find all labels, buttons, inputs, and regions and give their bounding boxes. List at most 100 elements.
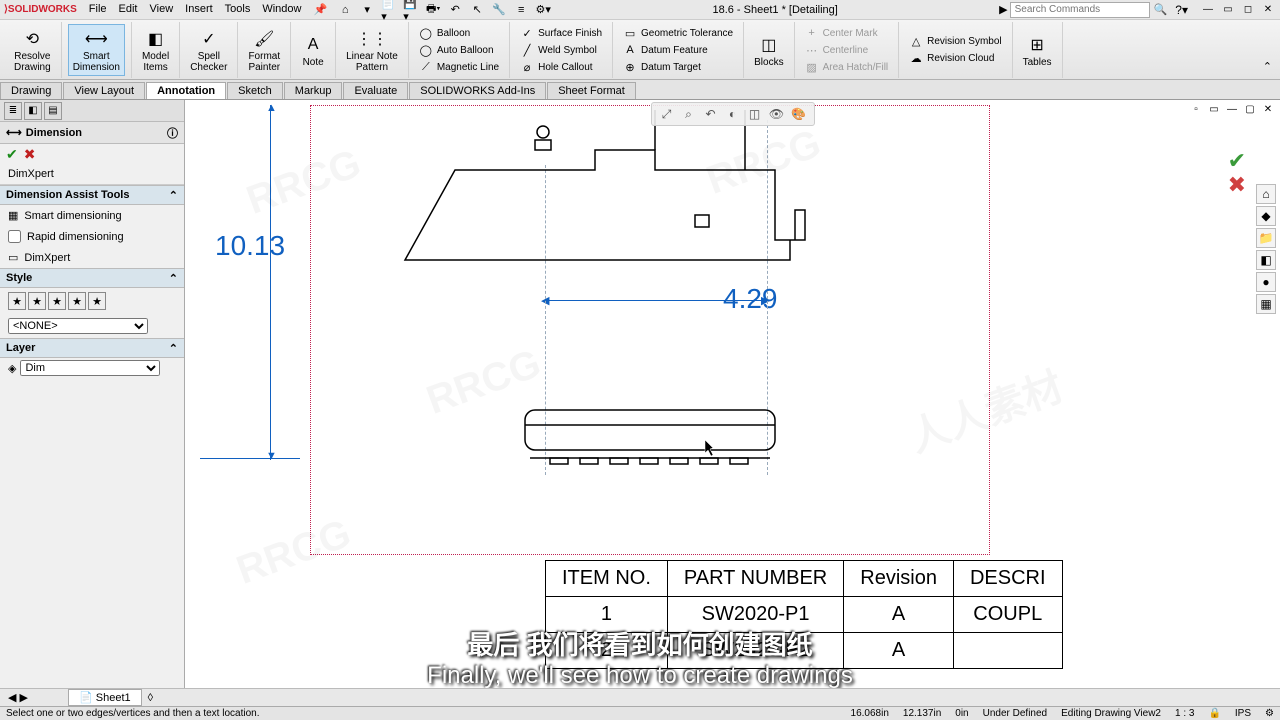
smart-dim-option[interactable]: ▦ Smart dimensioning [0, 205, 184, 226]
status-lock-icon[interactable]: 🔒 [1208, 708, 1220, 719]
zoom-fit-icon[interactable]: ⤢ [658, 105, 676, 123]
balloon-button[interactable]: ◯Balloon [415, 25, 503, 41]
appearance-icon[interactable]: 🎨 [790, 105, 808, 123]
options-icon[interactable]: ≡ [513, 2, 529, 18]
revision-cloud-button[interactable]: ☁Revision Cloud [905, 51, 1005, 67]
sub-min-button[interactable]: ▫ [1188, 102, 1204, 116]
gear-icon[interactable]: ⚙▾ [535, 2, 551, 18]
tables-button[interactable]: ⊞ Tables [1019, 31, 1056, 70]
prev-view-icon[interactable]: ↶ [702, 105, 720, 123]
sub-close-button[interactable]: ▢ [1242, 102, 1258, 116]
pm-ok-button[interactable]: ✔ [6, 146, 18, 163]
pm-cancel-button[interactable]: ✖ [24, 146, 36, 163]
taskpane-custom-icon[interactable]: ▦ [1256, 294, 1276, 314]
weld-symbol-button[interactable]: ╱Weld Symbol [516, 42, 606, 58]
style-select[interactable]: <NONE> [8, 318, 148, 334]
status-gear-icon[interactable]: ⚙ [1265, 708, 1274, 719]
section-icon[interactable]: ◐ [724, 105, 742, 123]
taskpane-appearance-icon[interactable]: ● [1256, 272, 1276, 292]
menu-edit[interactable]: Edit [119, 3, 138, 16]
add-sheet-icon[interactable]: ◊ [148, 692, 153, 704]
resolve-drawing-button[interactable]: ⟲ Resolve Drawing [10, 25, 55, 75]
hide-show-icon[interactable]: 👁 [768, 105, 786, 123]
select-icon[interactable]: ↖ [469, 2, 485, 18]
tab-evaluate[interactable]: Evaluate [343, 82, 408, 99]
rapid-dim-option[interactable]: Rapid dimensioning [0, 226, 184, 247]
menu-view[interactable]: View [150, 3, 174, 16]
menu-pin-icon[interactable]: 📌 [313, 3, 327, 16]
undo-icon[interactable]: ↶ [447, 2, 463, 18]
dimxpert-tab[interactable]: DimXpert [0, 164, 184, 185]
layer-select[interactable]: Dim [20, 360, 160, 376]
datum-feature-button[interactable]: ADatum Feature [619, 42, 737, 58]
style-icon-4[interactable]: ★ [68, 292, 86, 310]
tab-sheet-format[interactable]: Sheet Format [547, 82, 636, 99]
print-icon[interactable]: 🖶▾ [425, 2, 441, 18]
sub-x-button[interactable]: ✕ [1260, 102, 1276, 116]
pm-help-icon[interactable]: ⓘ [167, 125, 178, 141]
style-icon-1[interactable]: ★ [8, 292, 26, 310]
display-style-icon[interactable]: ◫ [746, 105, 764, 123]
menu-window[interactable]: Window [262, 3, 301, 16]
taskpane-resources-icon[interactable]: ◆ [1256, 206, 1276, 226]
save-icon[interactable]: 💾▾ [403, 2, 419, 18]
dimxpert-option[interactable]: ▭ DimXpert [0, 247, 184, 268]
sub-restore-button[interactable]: ▭ [1206, 102, 1222, 116]
sheet-tab-1[interactable]: 📄 Sheet1 [68, 689, 142, 706]
style-header[interactable]: Style⌃ [0, 268, 184, 288]
taskpane-view-icon[interactable]: ◧ [1256, 250, 1276, 270]
feedback-ok-icon[interactable]: ✔ [1228, 148, 1246, 174]
format-painter-button[interactable]: 🖌 Format Painter [244, 25, 284, 75]
maximize-button[interactable]: ◻ [1240, 3, 1256, 17]
assist-tools-header[interactable]: Dimension Assist Tools⌃ [0, 185, 184, 205]
magnetic-line-button[interactable]: ⟋Magnetic Line [415, 59, 503, 75]
tab-annotation[interactable]: Annotation [146, 82, 226, 99]
menu-file[interactable]: File [89, 3, 107, 16]
menu-insert[interactable]: Insert [185, 3, 213, 16]
tab-sketch[interactable]: Sketch [227, 82, 283, 99]
open-icon[interactable]: 📄▾ [381, 2, 397, 18]
hole-callout-button[interactable]: ⌀Hole Callout [516, 59, 606, 75]
part-drawing[interactable] [395, 110, 815, 470]
pm-icon[interactable]: ◧ [24, 102, 42, 120]
datum-target-button[interactable]: ⊕Datum Target [619, 59, 737, 75]
blocks-button[interactable]: ◫ Blocks [750, 31, 787, 70]
ribbon-collapse-icon[interactable]: ⌃ [1259, 56, 1276, 77]
sub-max-button[interactable]: — [1224, 102, 1240, 116]
search-go-icon[interactable]: 🔍 [1154, 3, 1168, 16]
feature-tree-icon[interactable]: ≣ [4, 102, 22, 120]
note-button[interactable]: A Note [297, 31, 329, 70]
style-icon-2[interactable]: ★ [28, 292, 46, 310]
rapid-checkbox[interactable] [8, 230, 21, 243]
tab-markup[interactable]: Markup [284, 82, 343, 99]
menu-tools[interactable]: Tools [225, 3, 251, 16]
model-items-button[interactable]: ◧ Model Items [138, 25, 173, 75]
smart-dimension-button[interactable]: ⟷ Smart Dimension [68, 24, 125, 76]
home-icon[interactable]: ⌂ [337, 2, 353, 18]
tab-drawing[interactable]: Drawing [0, 82, 62, 99]
search-input[interactable] [1010, 2, 1150, 18]
minimize-button[interactable]: — [1200, 3, 1216, 17]
help-icon[interactable]: ?▾ [1175, 3, 1188, 17]
new-icon[interactable]: ▾ [359, 2, 375, 18]
zoom-area-icon[interactable]: ⌕ [680, 105, 698, 123]
close-button[interactable]: ✕ [1260, 3, 1276, 17]
style-icon-3[interactable]: ★ [48, 292, 66, 310]
rebuild-icon[interactable]: 🔧 [491, 2, 507, 18]
feedback-cancel-icon[interactable]: ✖ [1228, 172, 1246, 198]
geo-tolerance-button[interactable]: ▭Geometric Tolerance [619, 25, 737, 41]
config-icon[interactable]: ▤ [44, 102, 62, 120]
taskpane-home-icon[interactable]: ⌂ [1256, 184, 1276, 204]
auto-balloon-button[interactable]: ◯Auto Balloon [415, 42, 503, 58]
dim-vertical-value[interactable]: 10.13 [215, 230, 285, 262]
drawing-canvas[interactable]: ⤢ ⌕ ↶ ◐ ◫ 👁 🎨 ▫ ▭ — ▢ ✕ ✔ ✖ ⌂ ◆ 📁 ◧ ● ▦ [185, 100, 1280, 690]
tab-view-layout[interactable]: View Layout [63, 82, 145, 99]
surface-finish-button[interactable]: ✓Surface Finish [516, 25, 606, 41]
layer-header[interactable]: Layer⌃ [0, 338, 184, 358]
linear-note-pattern-button[interactable]: ⋮⋮ Linear Note Pattern [342, 25, 402, 75]
sheet-nav-icon[interactable]: ◀ ▶ [8, 691, 28, 704]
style-icon-5[interactable]: ★ [88, 292, 106, 310]
revision-symbol-button[interactable]: △Revision Symbol [905, 34, 1005, 50]
restore-button[interactable]: ▭ [1220, 3, 1236, 17]
spell-checker-button[interactable]: ✓ Spell Checker [186, 25, 231, 75]
